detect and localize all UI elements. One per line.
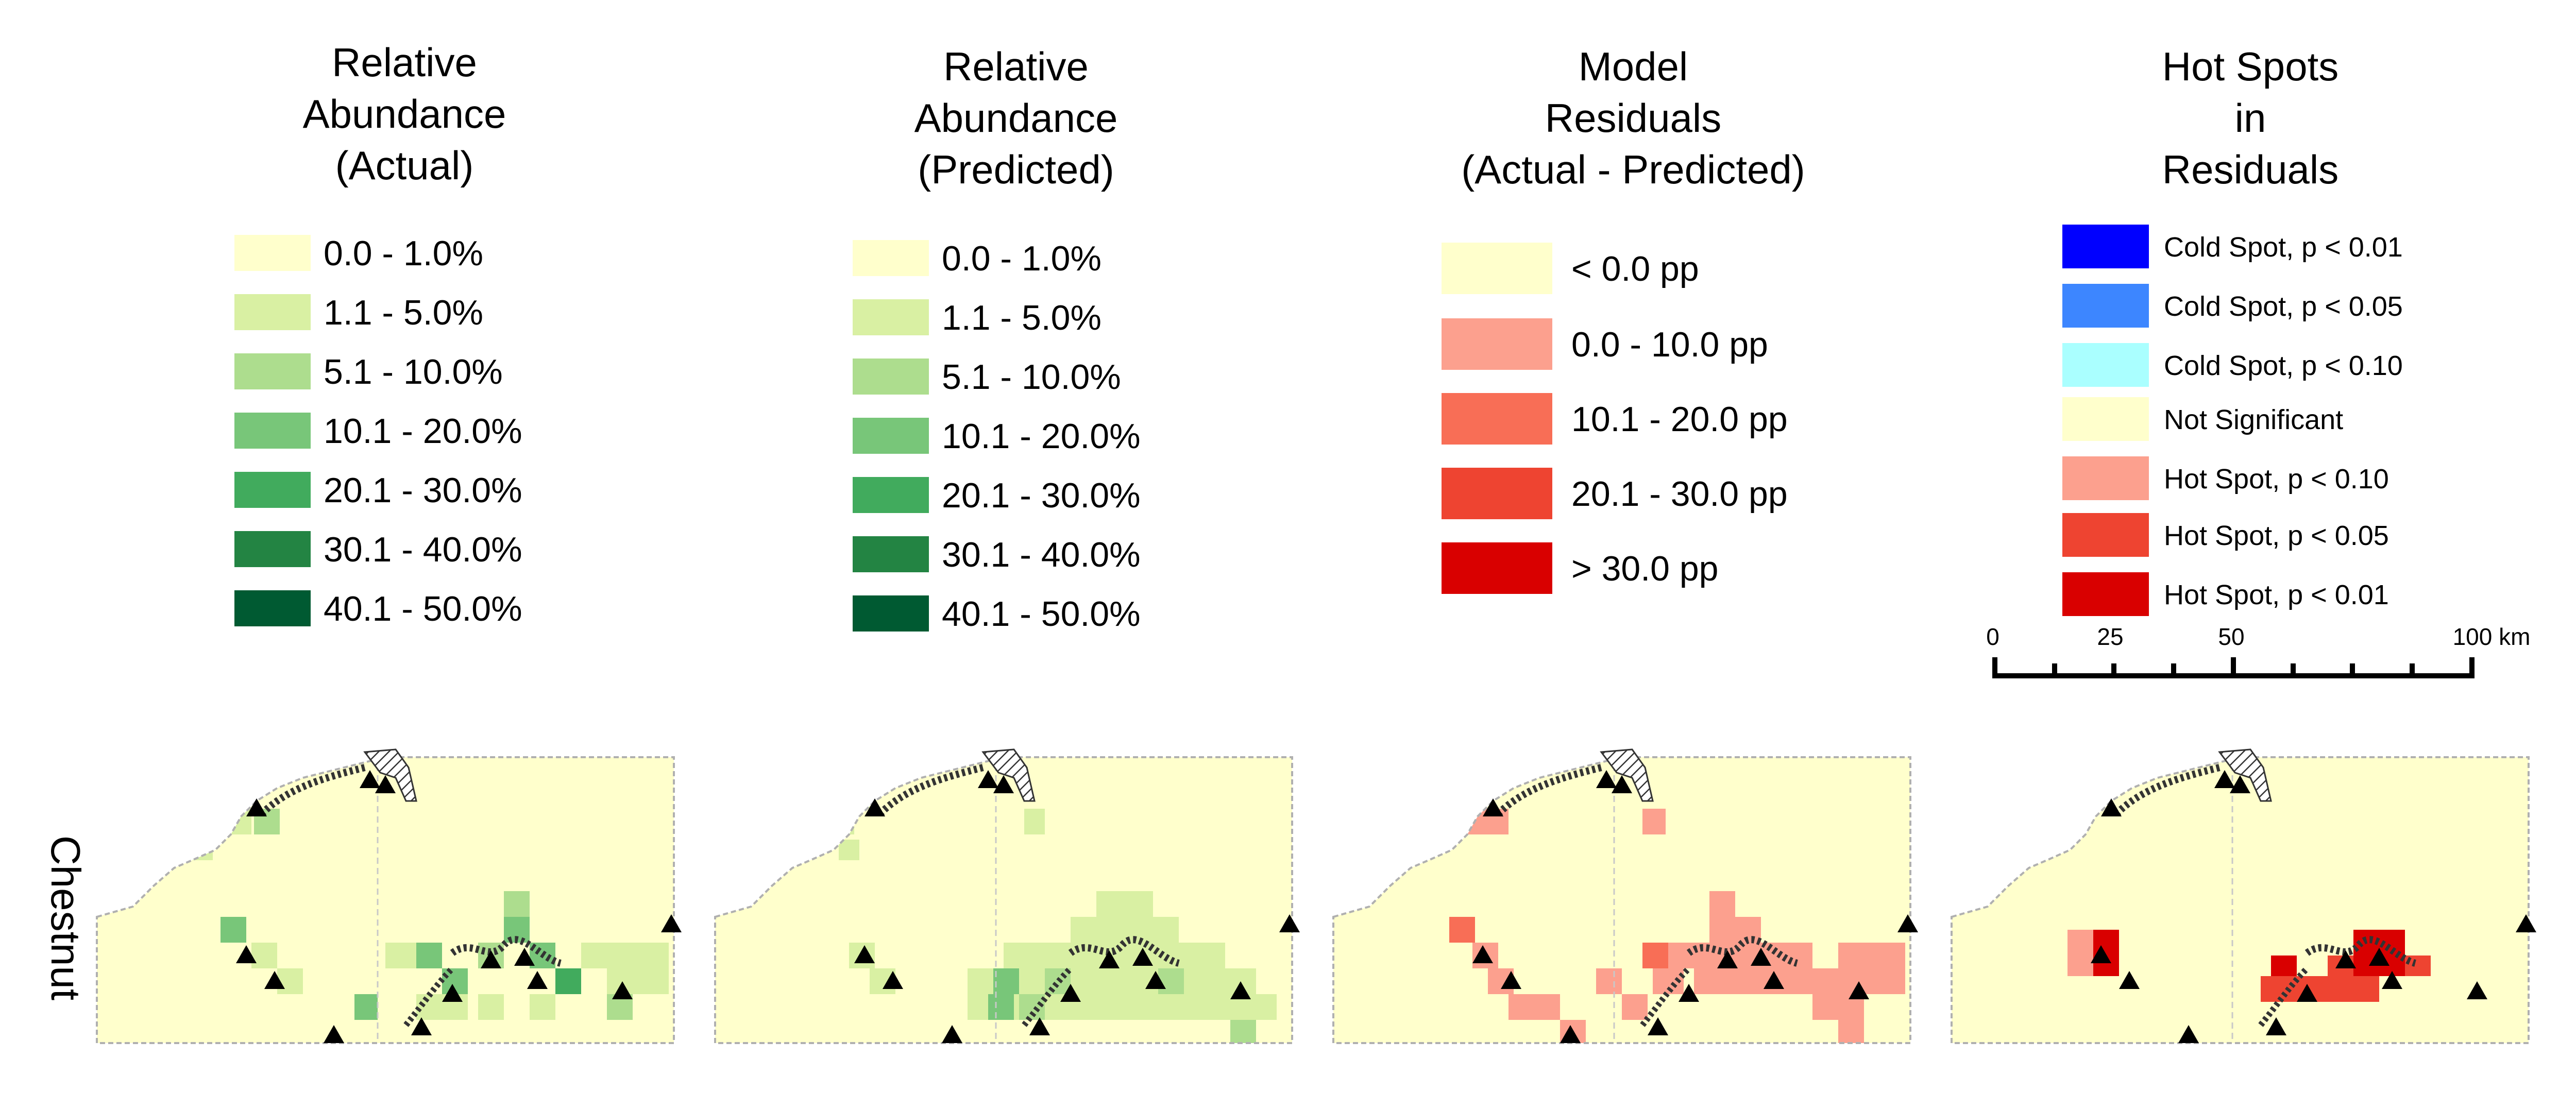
legend-label: 0.0 - 10.0 pp (1571, 325, 1768, 364)
row-label: Chestnut (43, 835, 89, 1000)
legend-swatch (234, 353, 311, 389)
legend-label: 10.1 - 20.0% (942, 417, 1141, 456)
legend-label: Hot Spot, p < 0.01 (2164, 579, 2389, 610)
legend-label: Hot Spot, p < 0.05 (2164, 520, 2389, 551)
legend-label: 10.1 - 20.0% (324, 412, 522, 451)
legend-swatch (2062, 343, 2149, 387)
legend-swatch (853, 418, 929, 454)
legend-label: 40.1 - 50.0% (324, 589, 522, 628)
legend-label: 20.1 - 30.0% (942, 476, 1141, 515)
legend-swatch (234, 472, 311, 508)
scale-label-25: 25 (2097, 623, 2123, 650)
map-background (1952, 757, 2529, 1043)
map-cells (782, 778, 1277, 1043)
panel-title-predicted: Relative Abundance (Predicted) (914, 44, 1118, 192)
legend-swatch (853, 240, 929, 276)
legend-label: 1.1 - 5.0% (942, 298, 1101, 337)
title-line: Residuals (1545, 95, 1722, 141)
legend-predicted: 0.0 - 1.0% 1.1 - 5.0% 5.1 - 10.0% 10.1 -… (853, 239, 1141, 634)
title-line: Model (1579, 44, 1688, 89)
legend-swatch (234, 235, 311, 271)
legend-swatch (1442, 318, 1552, 370)
map-actual (97, 749, 682, 1043)
title-line: (Predicted) (918, 147, 1114, 192)
legend-label: 1.1 - 5.0% (324, 293, 483, 332)
title-line: Residuals (2162, 147, 2339, 192)
legend-label: Cold Spot, p < 0.10 (2164, 350, 2403, 381)
title-line: Relative (332, 40, 477, 85)
legend-label: 20.1 - 30.0 pp (1571, 474, 1788, 514)
legend-swatch (2062, 456, 2149, 500)
legend-swatch (1442, 468, 1552, 519)
scale-bar-line (1992, 657, 2475, 678)
legend-label: 10.1 - 20.0 pp (1571, 400, 1788, 439)
legend-swatch (234, 413, 311, 449)
legend-swatch (2062, 397, 2149, 441)
panel-title-hotspots: Hot Spots in Residuals (2162, 44, 2339, 192)
legend-label: 5.1 - 10.0% (324, 352, 503, 391)
legend-swatch (853, 299, 929, 335)
panel-title-residuals: Model Residuals (Actual - Predicted) (1461, 44, 1805, 192)
legend-label: 0.0 - 1.0% (942, 239, 1101, 278)
legend-swatch (2062, 225, 2149, 268)
legend-label: 30.1 - 40.0% (942, 535, 1141, 574)
legend-actual: 0.0 - 1.0% 1.1 - 5.0% 5.1 - 10.0% 10.1 -… (234, 234, 522, 628)
legend-hotspots: Cold Spot, p < 0.01 Cold Spot, p < 0.05 … (2062, 225, 2403, 616)
title-line: Hot Spots (2162, 44, 2339, 89)
legend-residuals: < 0.0 pp 0.0 - 10.0 pp 10.1 - 20.0 pp 20… (1442, 243, 1788, 594)
panel-title-actual: Relative Abundance (Actual) (303, 40, 506, 188)
legend-label: Cold Spot, p < 0.01 (2164, 232, 2403, 263)
map-background (97, 757, 674, 1043)
legend-swatch (853, 477, 929, 513)
legend-label: 5.1 - 10.0% (942, 357, 1121, 397)
legend-label: 20.1 - 30.0% (324, 471, 522, 510)
title-line: in (2235, 95, 2266, 141)
legend-label: Cold Spot, p < 0.05 (2164, 291, 2403, 322)
legend-swatch (2062, 572, 2149, 616)
legend-swatch (2062, 284, 2149, 328)
scale-label-100: 100 km (2453, 623, 2531, 650)
legend-label: < 0.0 pp (1571, 249, 1699, 288)
legend-swatch (234, 531, 311, 567)
legend-swatch (1442, 393, 1552, 445)
scale-bar: 0 25 50 100 km (1986, 623, 2530, 678)
legend-swatch (853, 595, 929, 632)
map-residuals (1333, 749, 1918, 1043)
legend-label: Not Significant (2164, 404, 2343, 435)
legend-label: 30.1 - 40.0% (324, 530, 522, 569)
legend-label: 0.0 - 1.0% (324, 234, 483, 273)
title-line: Abundance (914, 95, 1118, 141)
title-line: (Actual - Predicted) (1461, 147, 1805, 192)
legend-swatch (853, 536, 929, 572)
scale-label-0: 0 (1986, 623, 1999, 650)
map-hotspots (1952, 749, 2536, 1043)
legend-swatch (853, 359, 929, 395)
legend-label: > 30.0 pp (1571, 549, 1718, 588)
legend-label: 40.1 - 50.0% (942, 594, 1141, 634)
map-predicted (715, 749, 1300, 1043)
legend-label: Hot Spot, p < 0.10 (2164, 464, 2389, 494)
legend-swatch (1442, 542, 1552, 594)
scale-label-50: 50 (2218, 623, 2244, 650)
title-line: (Actual) (335, 143, 474, 188)
legend-swatch (2062, 513, 2149, 557)
map-cells (2067, 930, 2431, 1002)
title-line: Abundance (303, 91, 506, 137)
legend-swatch (234, 294, 311, 330)
title-line: Relative (943, 44, 1089, 89)
legend-swatch (1442, 243, 1552, 294)
legend-swatch (234, 590, 311, 626)
